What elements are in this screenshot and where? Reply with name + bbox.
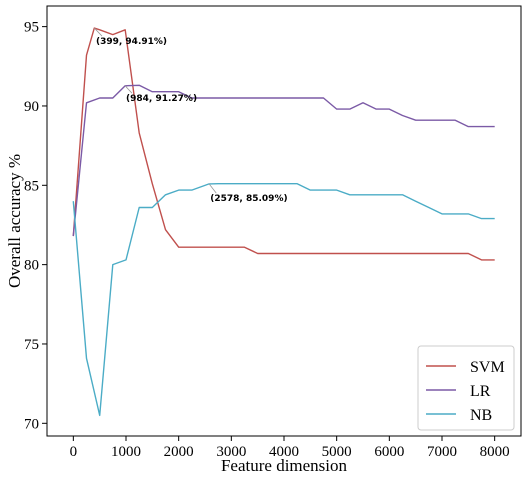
legend-label-lr: LR [470,383,491,400]
x-tick-label: 0 [70,444,78,460]
annotation-label: (2578, 85.09%) [210,194,287,204]
annotation-pointer [94,27,103,37]
y-tick-label: 75 [24,337,39,353]
x-axis-ticks: 0 1000 2000 3000 4000 5000 6000 7000 8000 [70,436,510,460]
x-tick-label: 6000 [374,444,404,460]
y-tick-label: 85 [24,178,39,194]
legend: SVM LR NB [417,345,515,431]
x-tick-label: 3000 [216,444,246,460]
y-tick-label: 70 [24,416,39,432]
series-line-lr [72,84,495,237]
y-axis-ticks: 70 75 80 85 90 95 [24,20,47,432]
annotation-label: (399, 94.91%) [96,37,167,47]
y-tick-label: 80 [24,258,39,274]
annotation-pointer [124,85,133,94]
x-tick-label: 8000 [480,444,510,460]
x-tick-label: 1000 [111,444,141,460]
plot-lines [72,27,495,417]
legend-box [417,345,515,431]
x-tick-label: 4000 [269,444,299,460]
series-line-nb [72,182,495,417]
annotations: (399, 94.91%) (984, 91.27%) (2578, 85.09%) [94,27,288,204]
series-line-svm [72,27,495,261]
annotation-label: (984, 91.27%) [126,94,197,104]
y-tick-label: 95 [24,20,39,36]
x-tick-label: 2000 [164,444,194,460]
legend-label-nb: NB [470,407,492,424]
legend-label-svm: SVM [470,359,505,376]
x-tick-label: 7000 [427,444,457,460]
x-tick-label: 5000 [322,444,352,460]
y-axis-title: Overall accuracy % [5,154,24,288]
x-axis-title: Feature dimension [221,456,348,475]
annotation-pointer [208,183,217,194]
y-tick-label: 90 [24,99,39,115]
